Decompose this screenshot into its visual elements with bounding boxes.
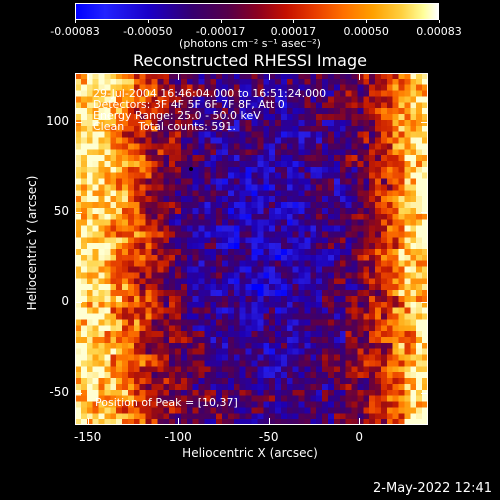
- y-tick-mark: [421, 302, 428, 304]
- clean-counts-annotation: Clean Total counts: 591.: [93, 120, 236, 133]
- colorbar-tick-label: -0.00017: [195, 25, 246, 38]
- colorbar-tick-label: 0.00083: [416, 25, 462, 38]
- y-tick-label: 100: [46, 113, 69, 128]
- x-tick-label: -50: [258, 430, 279, 444]
- colorbar-tick-mark: [75, 20, 76, 23]
- x-tick-mark: [87, 73, 89, 80]
- y-tick-mark: [75, 121, 82, 123]
- colorbar-tick-mark: [366, 20, 368, 23]
- colorbar-unit-label: (photons cm⁻² s⁻¹ asec⁻²): [179, 37, 321, 50]
- y-tick-mark: [75, 392, 82, 394]
- x-axis-label: Heliocentric X (arcsec): [182, 446, 318, 460]
- y-tick-label: 50: [53, 203, 69, 218]
- colorbar-tick-mark: [439, 20, 440, 23]
- x-tick-mark: [268, 418, 270, 425]
- colorbar-tick-label: 0.00050: [343, 25, 389, 38]
- heatmap-image: [75, 73, 428, 425]
- x-tick-mark: [87, 418, 89, 425]
- colorbar-tick-label: -0.00083: [50, 25, 100, 38]
- colorbar-tick-label: 0.00017: [270, 25, 317, 38]
- energy-range-annotation: Energy Range: 25.0 - 50.0 keV: [93, 109, 261, 122]
- colorbar-tick-label: -0.00050: [123, 25, 173, 38]
- y-tick-mark: [75, 211, 82, 213]
- y-tick-mark: [421, 392, 428, 394]
- colorbar-tick-mark: [147, 20, 149, 23]
- y-axis-label: Heliocentric Y (arcsec): [25, 175, 39, 311]
- detectors-annotation: Detectors: 3F 4F 5F 6F 7F 8F, Att 0: [93, 98, 285, 111]
- y-tick-mark: [421, 211, 428, 213]
- x-tick-label: 0: [355, 430, 364, 444]
- x-tick-mark: [268, 73, 270, 80]
- x-tick-label: -150: [74, 430, 102, 444]
- colorbar-tick-mark: [220, 20, 222, 23]
- date-stamp: 2-May-2022 12:41: [373, 481, 492, 496]
- x-tick-mark: [178, 418, 180, 425]
- x-tick-mark: [359, 73, 361, 80]
- x-tick-label: -100: [164, 430, 192, 444]
- y-tick-label: -50: [49, 384, 69, 399]
- y-tick-label: 0: [61, 294, 69, 309]
- time-range-annotation: 29-Jul-2004 16:46:04.000 to 16:51:24.000: [93, 87, 327, 100]
- chart-title: Reconstructed RHESSI Image: [133, 51, 367, 70]
- x-tick-mark: [178, 73, 180, 80]
- colorbar-tick-mark: [293, 20, 295, 23]
- y-tick-mark: [75, 302, 82, 304]
- y-tick-mark: [421, 121, 428, 123]
- x-tick-mark: [359, 418, 361, 425]
- peak-position-annotation: Position of Peak = [10,37]: [95, 396, 238, 409]
- marker-dot: [188, 166, 193, 171]
- colorbar: [75, 3, 439, 20]
- image-plot: [75, 73, 428, 425]
